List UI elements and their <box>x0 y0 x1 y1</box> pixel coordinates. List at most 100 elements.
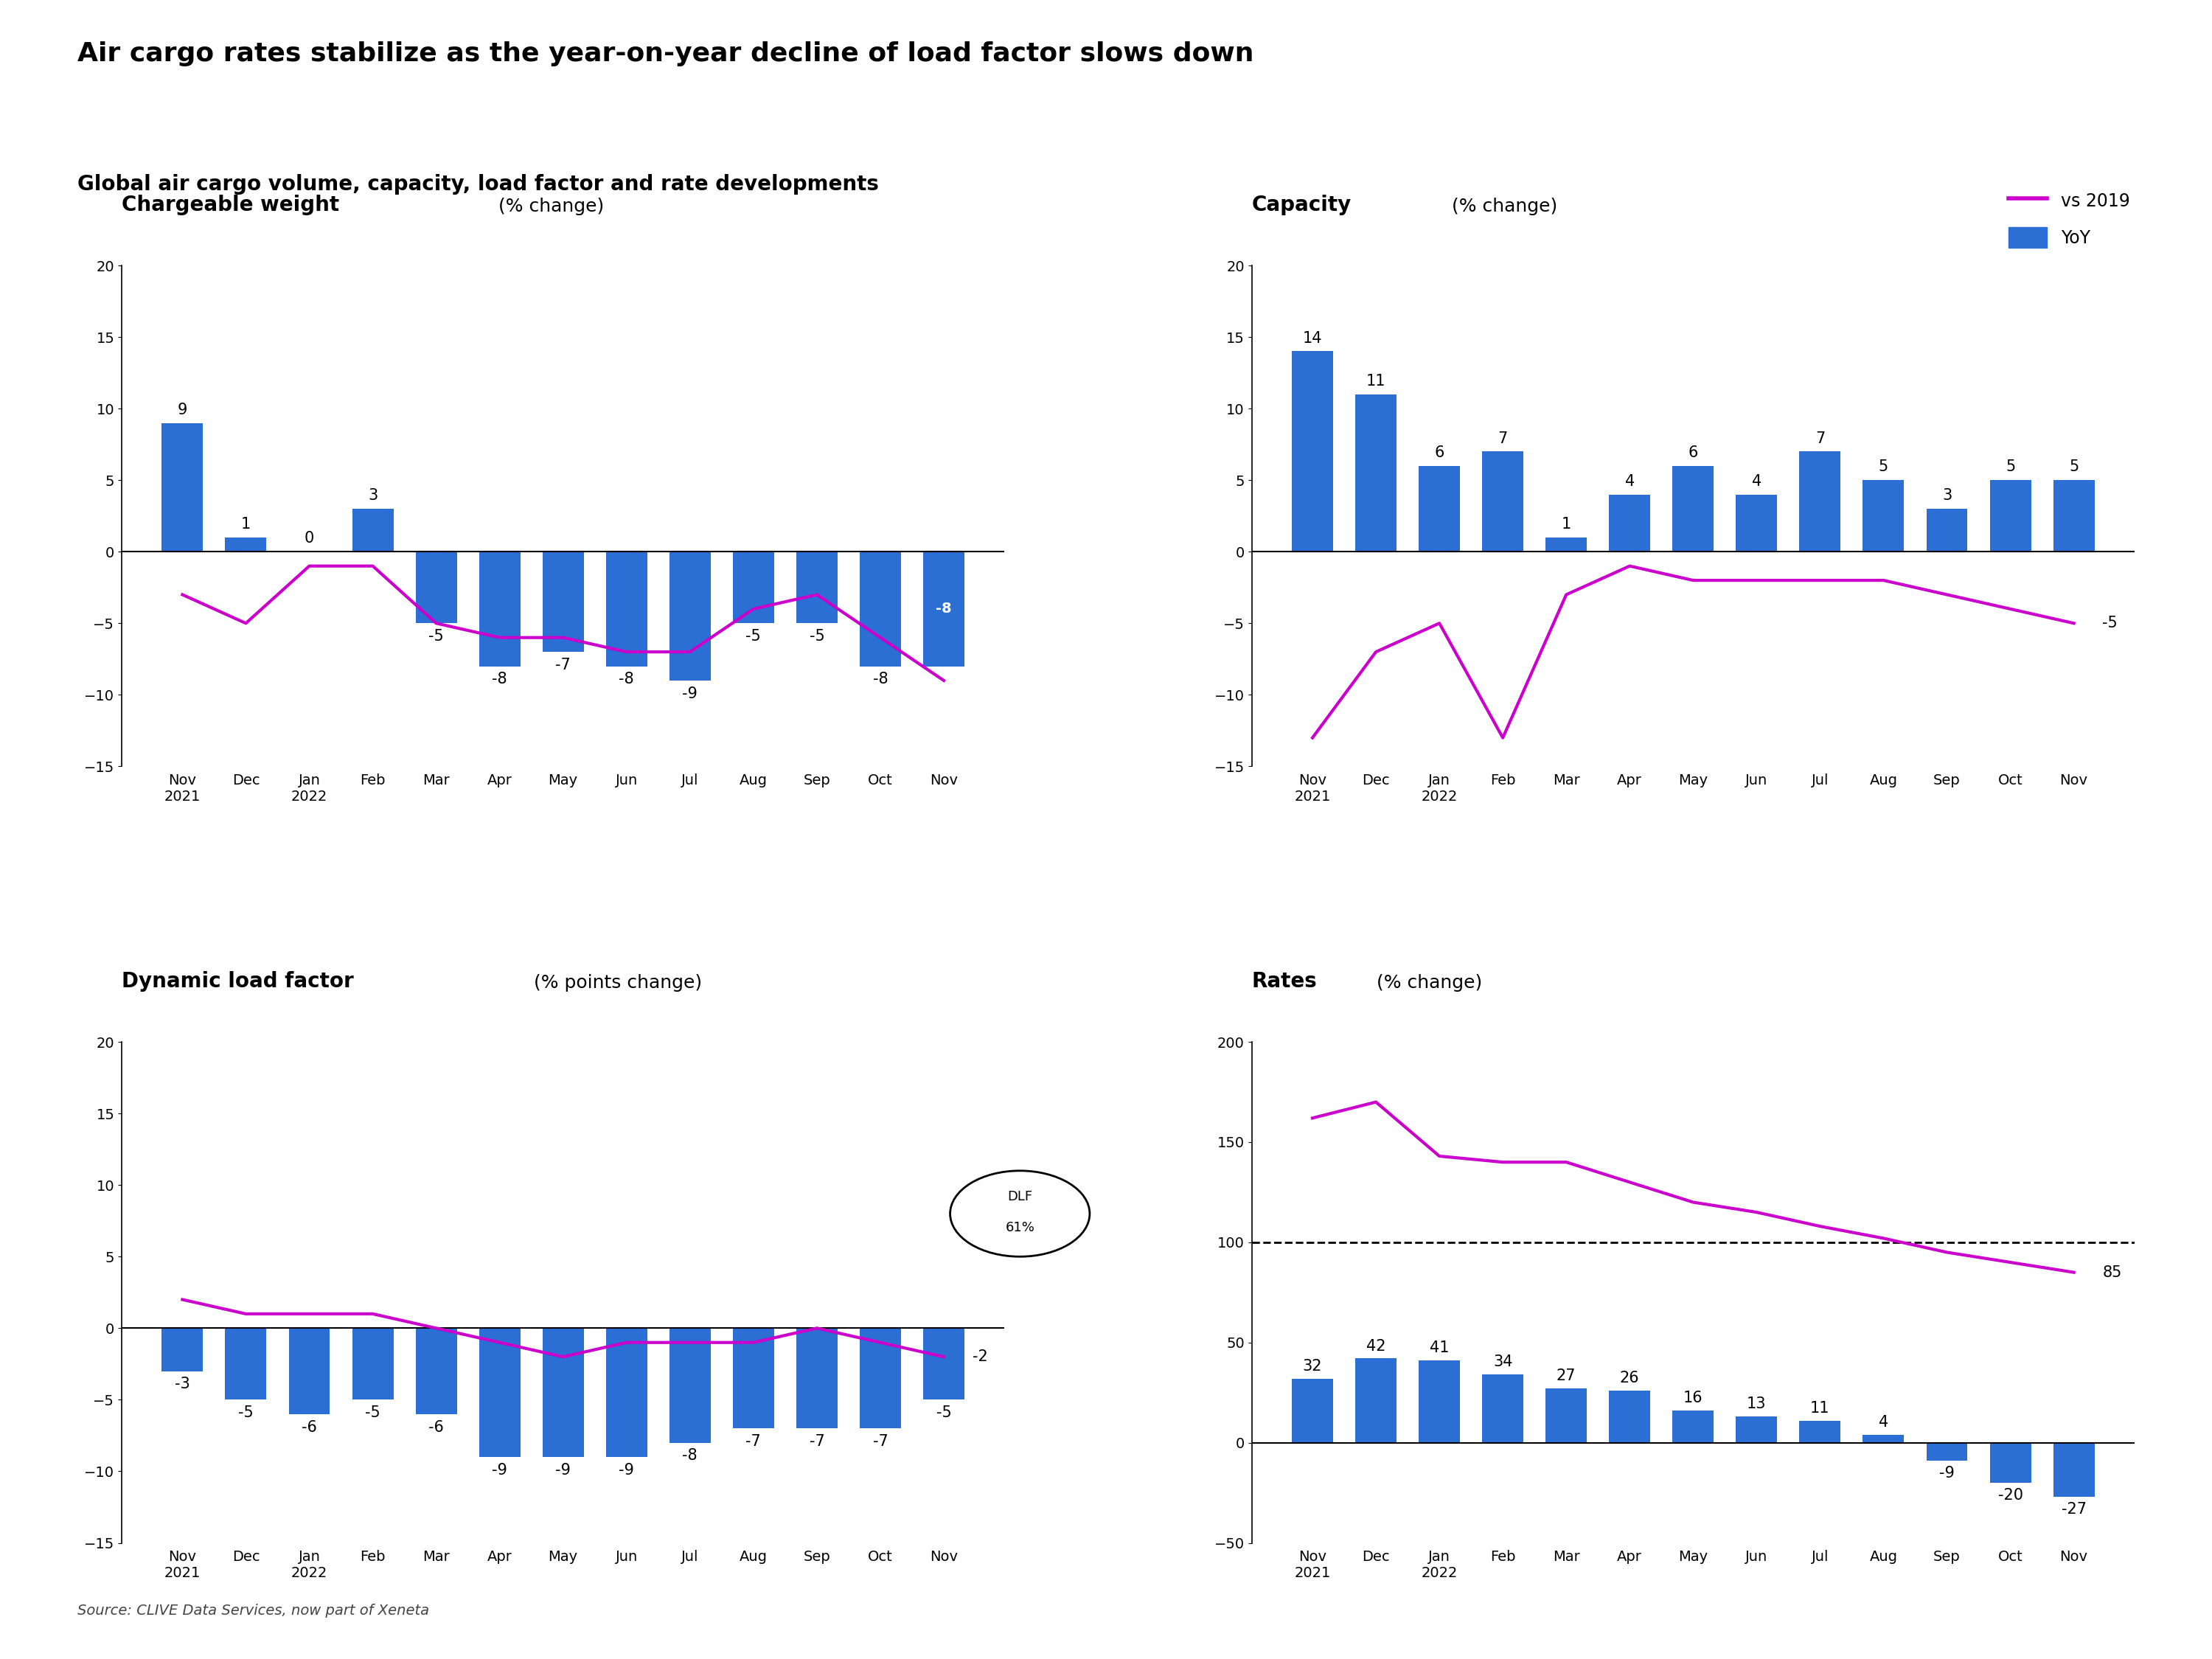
Bar <box>1356 395 1396 552</box>
Text: -6: -6 <box>429 1420 445 1435</box>
Text: -3: -3 <box>175 1377 190 1392</box>
Text: 1: 1 <box>1562 518 1571 531</box>
Text: 27: 27 <box>1557 1369 1575 1384</box>
Text: 5: 5 <box>2006 460 2015 474</box>
Bar <box>1482 451 1524 552</box>
Text: 6: 6 <box>1688 445 1699 460</box>
Text: -8: -8 <box>619 672 635 687</box>
Text: 61%: 61% <box>1004 1221 1035 1234</box>
Bar <box>1863 479 1905 552</box>
Text: -6: -6 <box>301 1420 316 1435</box>
Text: -7: -7 <box>874 1433 887 1448</box>
Bar <box>1991 1443 2031 1483</box>
Text: 1: 1 <box>241 518 250 531</box>
Bar <box>1798 451 1840 552</box>
Bar <box>1927 509 1966 552</box>
Text: -5: -5 <box>365 1405 380 1420</box>
Text: DLF: DLF <box>1006 1190 1033 1203</box>
Text: 11: 11 <box>1367 373 1385 388</box>
Bar <box>1482 1375 1524 1443</box>
Bar <box>670 552 710 680</box>
Text: -8: -8 <box>874 672 887 687</box>
Bar <box>796 552 838 624</box>
Legend: vs 2019, YoY: vs 2019, YoY <box>2002 182 2137 255</box>
Bar <box>161 423 204 552</box>
Text: -7: -7 <box>555 657 571 672</box>
Text: 4: 4 <box>1752 474 1761 489</box>
Text: -7: -7 <box>810 1433 825 1448</box>
Text: -5: -5 <box>810 629 825 644</box>
Text: 16: 16 <box>1683 1390 1703 1405</box>
Text: -5: -5 <box>429 629 445 644</box>
Bar <box>1672 1410 1714 1443</box>
Text: 9: 9 <box>177 403 188 416</box>
Text: 4: 4 <box>1626 474 1635 489</box>
Text: Air cargo rates stabilize as the year-on-year decline of load factor slows down: Air cargo rates stabilize as the year-on… <box>77 41 1254 66</box>
Text: Chargeable weight: Chargeable weight <box>122 194 338 216</box>
Bar <box>732 1329 774 1428</box>
Bar <box>1608 494 1650 552</box>
Text: 5: 5 <box>2068 460 2079 474</box>
Text: 0: 0 <box>305 531 314 546</box>
Bar <box>1736 494 1776 552</box>
Text: 3: 3 <box>367 488 378 503</box>
Text: 85: 85 <box>2101 1264 2121 1279</box>
Bar <box>2053 1443 2095 1496</box>
Text: -9: -9 <box>1940 1465 1955 1480</box>
Text: 41: 41 <box>1429 1340 1449 1355</box>
Bar <box>1608 1390 1650 1443</box>
Bar <box>1418 466 1460 552</box>
Text: 14: 14 <box>1303 330 1323 345</box>
Bar <box>352 509 394 552</box>
Text: (% change): (% change) <box>1447 197 1557 216</box>
Text: 5: 5 <box>1878 460 1889 474</box>
Bar <box>922 552 964 667</box>
Bar <box>796 1329 838 1428</box>
Text: -27: -27 <box>2062 1501 2086 1516</box>
Ellipse shape <box>951 1171 1091 1256</box>
Text: (% change): (% change) <box>493 197 604 216</box>
Bar <box>1292 352 1334 552</box>
Bar <box>670 1329 710 1443</box>
Bar <box>1863 1435 1905 1443</box>
Bar <box>1927 1443 1966 1460</box>
Bar <box>416 552 458 624</box>
Text: 34: 34 <box>1493 1355 1513 1370</box>
Bar <box>542 1329 584 1457</box>
Bar <box>1546 1389 1586 1443</box>
Text: -9: -9 <box>555 1463 571 1478</box>
Text: -8: -8 <box>681 1448 697 1463</box>
Bar <box>860 1329 900 1428</box>
Text: (% points change): (% points change) <box>529 974 701 992</box>
Bar <box>226 1329 265 1400</box>
Bar <box>606 552 648 667</box>
Text: -2: -2 <box>973 1349 987 1364</box>
Bar <box>1672 466 1714 552</box>
Bar <box>1991 479 2031 552</box>
Bar <box>1356 1359 1396 1443</box>
Text: -20: -20 <box>1997 1488 2024 1503</box>
Text: Source: CLIVE Data Services, now part of Xeneta: Source: CLIVE Data Services, now part of… <box>77 1604 429 1618</box>
Bar <box>1798 1420 1840 1443</box>
Bar <box>480 552 520 667</box>
Text: Global air cargo volume, capacity, load factor and rate developments: Global air cargo volume, capacity, load … <box>77 174 878 194</box>
Text: 3: 3 <box>1942 488 1951 503</box>
Text: -7: -7 <box>745 1433 761 1448</box>
Bar <box>1546 538 1586 552</box>
Bar <box>732 552 774 624</box>
Text: -8: -8 <box>936 602 951 615</box>
Bar <box>226 538 265 552</box>
Text: 4: 4 <box>1878 1415 1889 1430</box>
Bar <box>480 1329 520 1457</box>
Bar <box>1736 1417 1776 1443</box>
Bar <box>2053 479 2095 552</box>
Bar <box>1292 1379 1334 1443</box>
Bar <box>416 1329 458 1413</box>
Text: -5: -5 <box>936 1405 951 1420</box>
Text: -9: -9 <box>619 1463 635 1478</box>
Bar <box>161 1329 204 1370</box>
Text: 26: 26 <box>1619 1370 1639 1385</box>
Text: 13: 13 <box>1747 1397 1767 1412</box>
Text: -9: -9 <box>681 687 697 702</box>
Bar <box>352 1329 394 1400</box>
